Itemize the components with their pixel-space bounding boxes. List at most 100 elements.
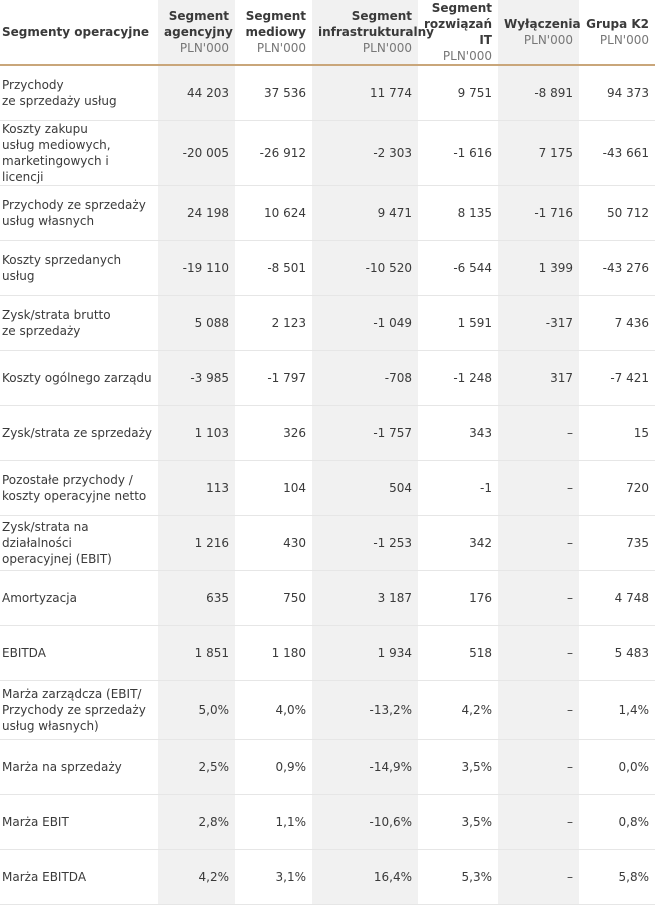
header-col-agency: Segment agencyjny PLN'000 <box>158 0 235 66</box>
value-cell: 504 <box>312 460 418 516</box>
table-row: Amortyzacja 635 750 3 187 176–4 748 <box>0 570 655 626</box>
value-cell: -2 303 <box>312 120 418 186</box>
row-label: EBITDA <box>0 625 158 681</box>
value-cell: 518 <box>418 625 498 681</box>
value-cell: 5,3% <box>418 849 498 905</box>
row-label-line: ze sprzedaży <box>2 323 81 338</box>
row-label: Przychody ze sprzedaży usług <box>0 65 158 121</box>
table-row: Marża zarządcza (EBIT/Przychody ze sprze… <box>0 680 655 740</box>
value-cell: 1 591 <box>418 295 498 351</box>
header-title-line: Grupa K2 <box>586 17 649 31</box>
value-cell: -19 110 <box>158 240 235 296</box>
value-cell: 635 <box>158 570 235 626</box>
table-row: Koszty ogólnego zarządu -3 985 -1 797 -708-… <box>0 350 655 406</box>
value-cell: – <box>498 515 579 571</box>
value-cell: 2 123 <box>235 295 312 351</box>
row-label: Zysk/strata na działalności operacyjnej (… <box>0 515 158 571</box>
table-row: Przychody ze sprzedaży usług 44 203 37 536 1… <box>0 65 655 121</box>
value-cell: 176 <box>418 570 498 626</box>
value-cell: 720 <box>579 460 655 516</box>
value-cell: 317 <box>498 350 579 406</box>
value-cell: 1,4% <box>579 680 655 740</box>
row-label-line: marketingowych i licencji <box>2 153 109 184</box>
value-cell: 3 187 <box>312 570 418 626</box>
row-label-line: Koszty zakupu <box>2 121 88 136</box>
value-cell: -6 544 <box>418 240 498 296</box>
value-cell: -13,2% <box>312 680 418 740</box>
header-title-line: infrastrukturalny <box>318 25 434 39</box>
header-title-line: Segment <box>431 1 492 15</box>
value-cell: -708 <box>312 350 418 406</box>
header-unit: PLN'000 <box>599 33 649 47</box>
header-segments-label: Segmenty operacyjne <box>0 0 158 66</box>
value-cell: -10,6% <box>312 794 418 850</box>
header-col-media: Segment mediowy PLN'000 <box>235 0 312 66</box>
row-label-line: usług mediowych, <box>2 137 111 152</box>
row-label-line: Pozostałe przychody / <box>2 472 133 487</box>
table-body: Przychody ze sprzedaży usług 44 203 37 536 1… <box>0 65 655 905</box>
value-cell: 1,1% <box>235 794 312 850</box>
table-row: EBITDA 1 851 1 180 1 934 518–5 483 <box>0 625 655 681</box>
value-cell: -8 501 <box>235 240 312 296</box>
header-col-group-total: Grupa K2 PLN'000 <box>579 0 655 66</box>
value-cell: 1 180 <box>235 625 312 681</box>
row-label: Koszty ogólnego zarządu <box>0 350 158 406</box>
value-cell: 7 436 <box>579 295 655 351</box>
row-label: Koszty sprzedanych usług <box>0 240 158 296</box>
header-title-line: Segment <box>351 9 412 23</box>
value-cell: -1 757 <box>312 405 418 461</box>
row-label-line: Amortyzacja <box>2 590 77 605</box>
header-title-line: Segment <box>245 9 306 23</box>
value-cell: -14,9% <box>312 739 418 795</box>
header-col-it-solutions: Segment rozwiązań IT PLN'000 <box>418 0 498 66</box>
value-cell: 50 712 <box>579 185 655 241</box>
header-title-line: Wyłączenia <box>504 17 581 31</box>
value-cell: – <box>498 460 579 516</box>
value-cell: 4,2% <box>158 849 235 905</box>
header-unit: PLN'000 <box>256 41 306 55</box>
row-label-line: usług własnych <box>2 213 95 228</box>
value-cell: -1 253 <box>312 515 418 571</box>
value-cell: 4,2% <box>418 680 498 740</box>
value-cell: 3,1% <box>235 849 312 905</box>
row-label-line: Marża EBITDA <box>2 869 87 884</box>
value-cell: 750 <box>235 570 312 626</box>
value-cell: 8 135 <box>418 185 498 241</box>
row-label-line: Marża zarządcza (EBIT/ <box>2 686 142 701</box>
value-cell: -43 661 <box>579 120 655 186</box>
value-cell: – <box>498 405 579 461</box>
header-title-line: rozwiązań IT <box>424 17 493 47</box>
row-label-line: Koszty ogólnego zarządu <box>2 370 152 385</box>
value-cell: 326 <box>235 405 312 461</box>
value-cell: -1 716 <box>498 185 579 241</box>
table-row: Zysk/strata brutto ze sprzedaży 5 088 2 123… <box>0 295 655 351</box>
value-cell: -1 <box>418 460 498 516</box>
value-cell: 0,0% <box>579 739 655 795</box>
value-cell: 5,0% <box>158 680 235 740</box>
row-label-line: Zysk/strata brutto <box>2 307 111 322</box>
row-label: Pozostałe przychody / koszty operacyjne n… <box>0 460 158 516</box>
value-cell: 342 <box>418 515 498 571</box>
row-label: Zysk/strata ze sprzedaży <box>0 405 158 461</box>
row-label-line: Zysk/strata ze sprzedaży <box>2 425 153 440</box>
value-cell: -43 276 <box>579 240 655 296</box>
value-cell: – <box>498 570 579 626</box>
header-unit: PLN'000 <box>362 41 412 55</box>
value-cell: -7 421 <box>579 350 655 406</box>
value-cell: -26 912 <box>235 120 312 186</box>
table-row: Pozostałe przychody / koszty operacyjne n… <box>0 460 655 516</box>
value-cell: 2,5% <box>158 739 235 795</box>
value-cell: 0,8% <box>579 794 655 850</box>
header-col-infrastructure: Segment infrastrukturalny PLN'000 <box>312 0 434 66</box>
table-row: Marża na sprzedaży 2,5% 0,9% -14,9% 3,5% –0,0… <box>0 739 655 795</box>
row-label-line: usług własnych) <box>2 718 99 733</box>
row-label-line: Marża EBIT <box>2 814 69 829</box>
row-label-line: Zysk/strata na działalności <box>2 519 89 550</box>
row-label: Marża zarządcza (EBIT/Przychody ze sprze… <box>0 680 158 740</box>
row-label: Marża na sprzedaży <box>0 739 158 795</box>
value-cell: 9 471 <box>312 185 418 241</box>
value-cell: 5,8% <box>579 849 655 905</box>
value-cell: -8 891 <box>498 65 579 121</box>
row-label-line: ze sprzedaży usług <box>2 93 117 108</box>
